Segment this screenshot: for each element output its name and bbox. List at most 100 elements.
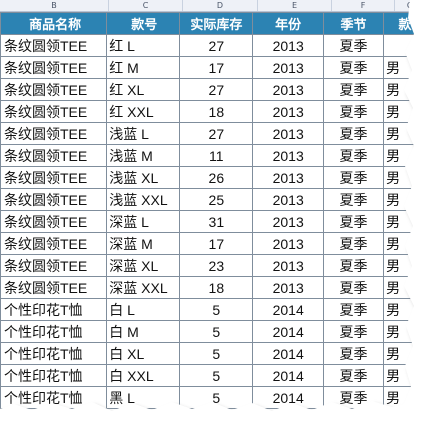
year-cell[interactable]: 2014: [252, 364, 324, 387]
style-code-cell[interactable]: 红 XXL: [106, 100, 181, 123]
style-cell[interactable]: 男: [383, 144, 425, 167]
year-cell[interactable]: 2013: [252, 144, 324, 167]
column-letter-d[interactable]: D: [183, 0, 258, 11]
style-code-cell[interactable]: 浅蓝 M: [106, 144, 181, 167]
stock-cell[interactable]: 17: [179, 56, 254, 79]
year-cell[interactable]: 2013: [252, 100, 324, 123]
year-cell[interactable]: 2013: [252, 78, 324, 101]
style-code-cell[interactable]: 浅蓝 XL: [106, 166, 181, 189]
season-cell[interactable]: 夏季: [322, 100, 385, 123]
stock-cell[interactable]: 5: [179, 320, 254, 343]
column-letter-g[interactable]: G: [395, 0, 425, 11]
column-letter-e[interactable]: E: [258, 0, 332, 11]
column-letter-b[interactable]: B: [0, 0, 109, 11]
year-cell[interactable]: 2013: [252, 188, 324, 211]
year-cell[interactable]: 2014: [252, 342, 324, 365]
year-cell[interactable]: 2013: [252, 232, 324, 255]
style-code-cell[interactable]: 浅蓝 XXL: [106, 188, 181, 211]
year-cell[interactable]: 2013: [252, 122, 324, 145]
season-cell[interactable]: 夏季: [322, 276, 385, 299]
style-code-cell[interactable]: 浅蓝 L: [106, 122, 181, 145]
style-cell[interactable]: 男: [383, 100, 425, 123]
style-cell[interactable]: 男: [383, 254, 425, 277]
style-code-cell[interactable]: 深蓝 XXL: [106, 276, 181, 299]
season-cell[interactable]: 夏季: [322, 298, 385, 321]
product-name-cell[interactable]: 条纹圆领TEE: [0, 100, 108, 123]
style-cell[interactable]: 男: [383, 364, 425, 387]
product-name-cell[interactable]: 个性印花T恤: [0, 342, 108, 365]
style-cell[interactable]: 男: [383, 298, 425, 321]
column-letter-c[interactable]: C: [109, 0, 183, 11]
style-code-cell[interactable]: 白 XXL: [106, 364, 181, 387]
season-cell[interactable]: 夏季: [322, 144, 385, 167]
season-cell[interactable]: 夏季: [322, 188, 385, 211]
style-cell[interactable]: 男: [383, 122, 425, 145]
product-name-cell[interactable]: 条纹圆领TEE: [0, 232, 108, 255]
style-cell[interactable]: 男: [383, 56, 425, 79]
stock-cell[interactable]: 17: [179, 232, 254, 255]
product-name-cell[interactable]: 条纹圆领TEE: [0, 276, 108, 299]
year-cell[interactable]: 2014: [252, 320, 324, 343]
year-cell[interactable]: 2013: [252, 210, 324, 233]
product-name-cell[interactable]: 个性印花T恤: [0, 364, 108, 387]
style-code-cell[interactable]: 白 L: [106, 298, 181, 321]
year-cell[interactable]: 2013: [252, 34, 324, 57]
style-code-cell[interactable]: 深蓝 XL: [106, 254, 181, 277]
season-cell[interactable]: 夏季: [322, 122, 385, 145]
season-cell[interactable]: 夏季: [322, 34, 385, 57]
year-cell[interactable]: 2014: [252, 386, 324, 409]
product-name-cell[interactable]: 个性印花T恤: [0, 298, 108, 321]
header-product-name[interactable]: 商品名称: [0, 12, 108, 35]
stock-cell[interactable]: 5: [179, 386, 254, 409]
season-cell[interactable]: 夏季: [322, 386, 385, 409]
header-style-code[interactable]: 款号: [106, 12, 181, 35]
header-year[interactable]: 年份: [252, 12, 324, 35]
header-style[interactable]: 款: [383, 12, 425, 35]
stock-cell[interactable]: 27: [179, 122, 254, 145]
product-name-cell[interactable]: 条纹圆领TEE: [0, 34, 108, 57]
product-name-cell[interactable]: 条纹圆领TEE: [0, 122, 108, 145]
stock-cell[interactable]: 11: [179, 144, 254, 167]
style-code-cell[interactable]: 白 XL: [106, 342, 181, 365]
product-name-cell[interactable]: 条纹圆领TEE: [0, 56, 108, 79]
year-cell[interactable]: 2014: [252, 298, 324, 321]
season-cell[interactable]: 夏季: [322, 232, 385, 255]
season-cell[interactable]: 夏季: [322, 320, 385, 343]
season-cell[interactable]: 夏季: [322, 210, 385, 233]
style-cell[interactable]: 男: [383, 232, 425, 255]
style-code-cell[interactable]: 深蓝 L: [106, 210, 181, 233]
header-actual-stock[interactable]: 实际库存: [179, 12, 254, 35]
year-cell[interactable]: 2013: [252, 254, 324, 277]
product-name-cell[interactable]: 条纹圆领TEE: [0, 210, 108, 233]
season-cell[interactable]: 夏季: [322, 254, 385, 277]
year-cell[interactable]: 2013: [252, 276, 324, 299]
style-code-cell[interactable]: 红 XL: [106, 78, 181, 101]
stock-cell[interactable]: 5: [179, 298, 254, 321]
style-code-cell[interactable]: 红 L: [106, 34, 181, 57]
season-cell[interactable]: 夏季: [322, 364, 385, 387]
style-cell[interactable]: 男: [383, 166, 425, 189]
style-code-cell[interactable]: 黑 L: [106, 386, 181, 409]
style-cell[interactable]: 男: [383, 276, 425, 299]
style-cell[interactable]: 男: [383, 188, 425, 211]
product-name-cell[interactable]: 个性印花T恤: [0, 320, 108, 343]
year-cell[interactable]: 2013: [252, 166, 324, 189]
stock-cell[interactable]: 5: [179, 364, 254, 387]
style-cell[interactable]: 男: [383, 320, 425, 343]
style-code-cell[interactable]: 红 M: [106, 56, 181, 79]
style-code-cell[interactable]: 深蓝 M: [106, 232, 181, 255]
stock-cell[interactable]: 27: [179, 34, 254, 57]
stock-cell[interactable]: 26: [179, 166, 254, 189]
product-name-cell[interactable]: 条纹圆领TEE: [0, 188, 108, 211]
header-season[interactable]: 季节: [322, 12, 385, 35]
stock-cell[interactable]: 5: [179, 342, 254, 365]
product-name-cell[interactable]: 个性印花T恤: [0, 386, 108, 409]
stock-cell[interactable]: 27: [179, 78, 254, 101]
product-name-cell[interactable]: 条纹圆领TEE: [0, 144, 108, 167]
style-cell[interactable]: 男: [383, 78, 425, 101]
stock-cell[interactable]: 18: [179, 276, 254, 299]
product-name-cell[interactable]: 条纹圆领TEE: [0, 254, 108, 277]
season-cell[interactable]: 夏季: [322, 166, 385, 189]
product-name-cell[interactable]: 条纹圆领TEE: [0, 78, 108, 101]
style-cell[interactable]: [383, 34, 425, 57]
